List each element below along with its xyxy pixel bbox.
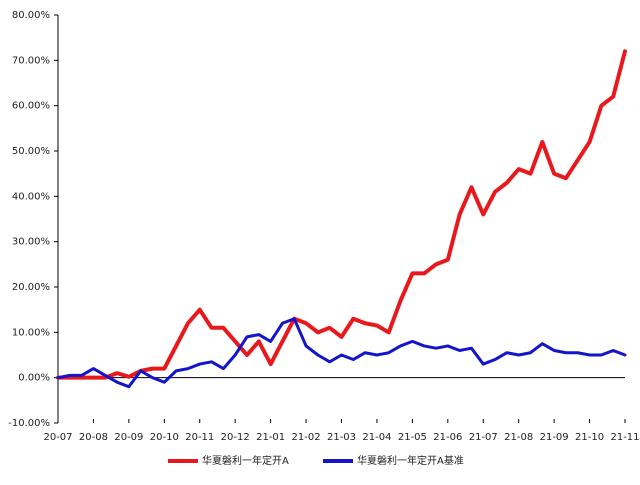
x-tick-label: 21-10 [575,432,604,443]
x-tick-label: 21-04 [362,432,391,443]
legend-label: 华夏磐利一年定开A [202,454,289,467]
y-tick-label: 0.00% [18,373,50,384]
x-tick-label: 20-10 [150,432,179,443]
x-tick-label: 21-07 [469,432,498,443]
x-tick-label: 20-08 [79,432,108,443]
x-tick-label: 21-08 [504,432,533,443]
y-tick-label: -10.00% [8,418,50,429]
y-tick-label: 80.00% [12,10,50,21]
y-tick-label: 40.00% [12,191,50,202]
y-tick-label: 10.00% [12,327,50,338]
y-tick-label: 60.00% [12,101,50,112]
x-tick-label: 21-02 [292,432,321,443]
y-tick-label: 30.00% [12,237,50,248]
y-tick-label: 70.00% [12,55,50,66]
x-tick-label: 21-03 [327,432,356,443]
legend-label: 华夏磐利一年定开A基准 [357,454,464,467]
series-line [56,317,627,389]
x-tick-label: 21-09 [540,432,569,443]
x-tick-label: 20-09 [114,432,143,443]
x-tick-label: 21-06 [433,432,462,443]
y-tick-label: 50.00% [12,146,50,157]
x-tick-label: 20-07 [43,432,72,443]
y-tick-label: 20.00% [12,282,50,293]
x-tick-label: 21-01 [256,432,285,443]
x-tick-label: 21-11 [610,432,639,443]
x-tick-label: 20-11 [185,432,214,443]
x-tick-label: 20-12 [221,432,250,443]
x-tick-label: 21-05 [398,432,427,443]
series-line [56,49,627,380]
